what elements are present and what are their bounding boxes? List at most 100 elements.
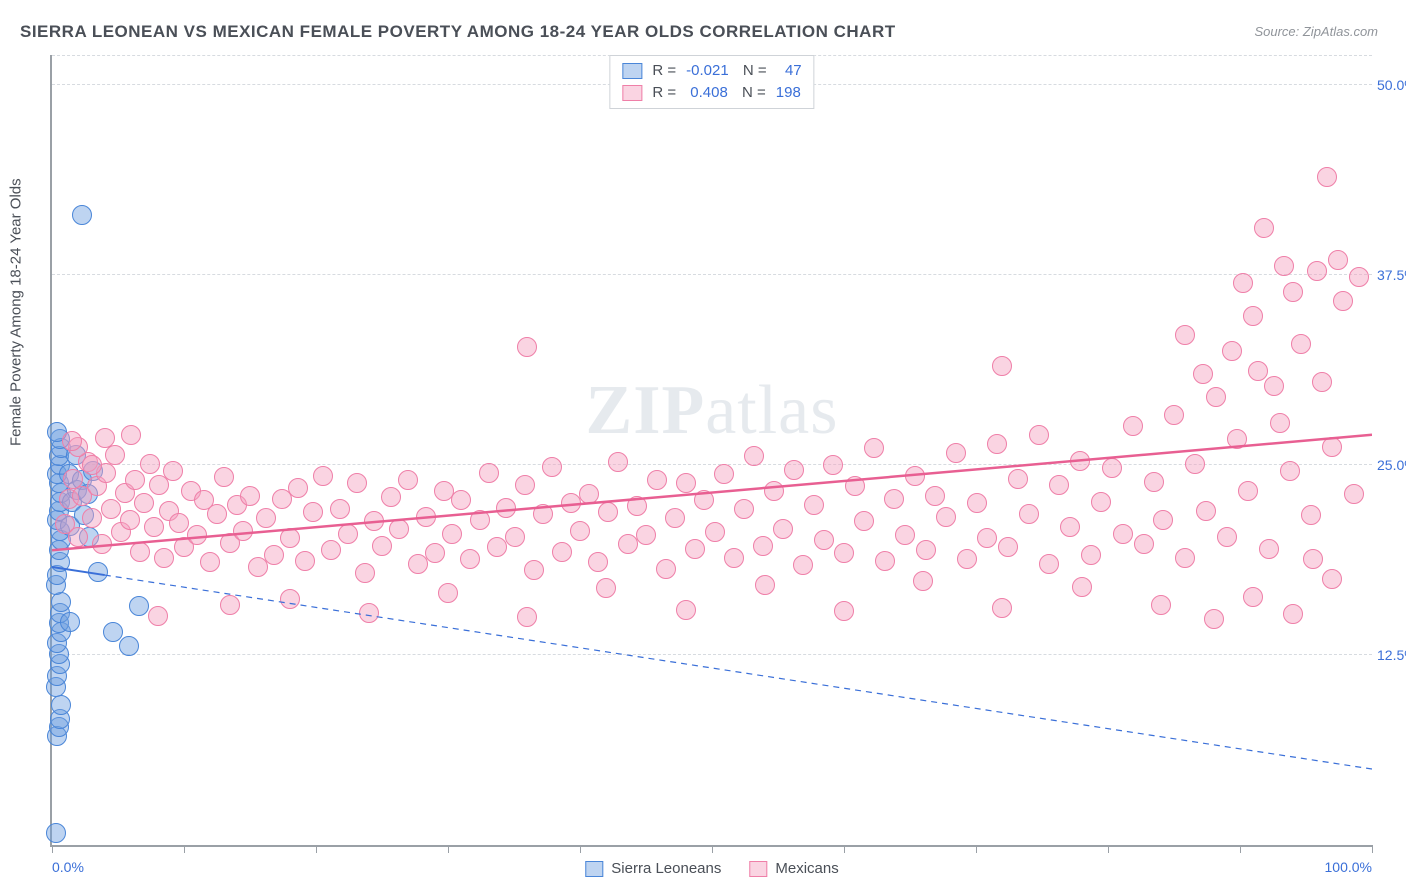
legend-r-value-1: -0.021	[686, 60, 729, 82]
data-point	[148, 606, 168, 626]
data-point	[1344, 484, 1364, 504]
data-point	[313, 466, 333, 486]
data-point	[479, 463, 499, 483]
data-point	[1134, 534, 1154, 554]
data-point	[200, 552, 220, 572]
data-point	[598, 502, 618, 522]
data-point	[524, 560, 544, 580]
data-point	[1274, 256, 1294, 276]
data-point	[1322, 437, 1342, 457]
data-point	[1072, 577, 1092, 597]
data-point	[916, 540, 936, 560]
data-point	[438, 583, 458, 603]
data-point	[936, 507, 956, 527]
data-point	[1312, 372, 1332, 392]
data-point	[372, 536, 392, 556]
data-point	[470, 510, 490, 530]
data-point	[381, 487, 401, 507]
trend-lines-layer	[52, 55, 1372, 845]
data-point	[487, 537, 507, 557]
data-point	[92, 534, 112, 554]
data-point	[773, 519, 793, 539]
x-tick	[1108, 845, 1109, 853]
data-point	[834, 601, 854, 621]
data-point	[734, 499, 754, 519]
data-point	[62, 431, 82, 451]
legend-swatch-2	[622, 85, 642, 101]
data-point	[533, 504, 553, 524]
data-point	[154, 548, 174, 568]
data-point	[1270, 413, 1290, 433]
data-point	[845, 476, 865, 496]
data-point	[705, 522, 725, 542]
data-point	[1248, 361, 1268, 381]
data-point	[220, 595, 240, 615]
data-point	[992, 356, 1012, 376]
data-point	[125, 470, 145, 490]
data-point	[588, 552, 608, 572]
y-tick-label: 50.0%	[1377, 77, 1406, 93]
data-point	[187, 525, 207, 545]
legend-swatch-icon	[749, 861, 767, 877]
data-point	[561, 493, 581, 513]
source-label: Source: ZipAtlas.com	[1254, 24, 1378, 39]
data-point	[627, 496, 647, 516]
data-point	[992, 598, 1012, 618]
data-point	[755, 575, 775, 595]
data-point	[925, 486, 945, 506]
data-point	[913, 571, 933, 591]
x-tick	[184, 845, 185, 853]
legend-r-label: R =	[652, 82, 676, 104]
y-tick-label: 25.0%	[1377, 457, 1406, 473]
data-point	[1175, 325, 1195, 345]
data-point	[656, 559, 676, 579]
data-point	[68, 527, 88, 547]
data-point	[724, 548, 744, 568]
data-point	[665, 508, 685, 528]
x-tick	[712, 845, 713, 853]
data-point	[288, 478, 308, 498]
data-point	[676, 473, 696, 493]
data-point	[834, 543, 854, 563]
legend-series-label-1: Sierra Leoneans	[611, 860, 721, 877]
data-point	[60, 612, 80, 632]
data-point	[854, 511, 874, 531]
data-point	[1206, 387, 1226, 407]
data-point	[295, 551, 315, 571]
data-point	[144, 517, 164, 537]
data-point	[303, 502, 323, 522]
data-point	[1185, 454, 1205, 474]
data-point	[618, 534, 638, 554]
x-tick	[52, 845, 53, 853]
data-point	[121, 425, 141, 445]
data-point	[1233, 273, 1253, 293]
data-point	[82, 455, 102, 475]
y-tick-label: 12.5%	[1377, 647, 1406, 663]
data-point	[1283, 604, 1303, 624]
data-point	[214, 467, 234, 487]
data-point	[884, 489, 904, 509]
data-point	[505, 527, 525, 547]
data-point	[46, 823, 66, 843]
data-point	[570, 521, 590, 541]
data-point	[1254, 218, 1274, 238]
data-point	[864, 438, 884, 458]
data-point	[987, 434, 1007, 454]
chart-container: SIERRA LEONEAN VS MEXICAN FEMALE POVERTY…	[0, 0, 1406, 892]
legend-item-1: Sierra Leoneans	[585, 860, 721, 877]
data-point	[676, 600, 696, 620]
x-tick	[976, 845, 977, 853]
data-point	[764, 481, 784, 501]
legend-series: Sierra Leoneans Mexicans	[585, 860, 838, 877]
data-point	[636, 525, 656, 545]
data-point	[1238, 481, 1258, 501]
data-point	[784, 460, 804, 480]
data-point	[1301, 505, 1321, 525]
data-point	[517, 607, 537, 627]
data-point	[967, 493, 987, 513]
data-point	[823, 455, 843, 475]
data-point	[1081, 545, 1101, 565]
y-tick-label: 37.5%	[1377, 267, 1406, 283]
data-point	[1322, 569, 1342, 589]
data-point	[330, 499, 350, 519]
